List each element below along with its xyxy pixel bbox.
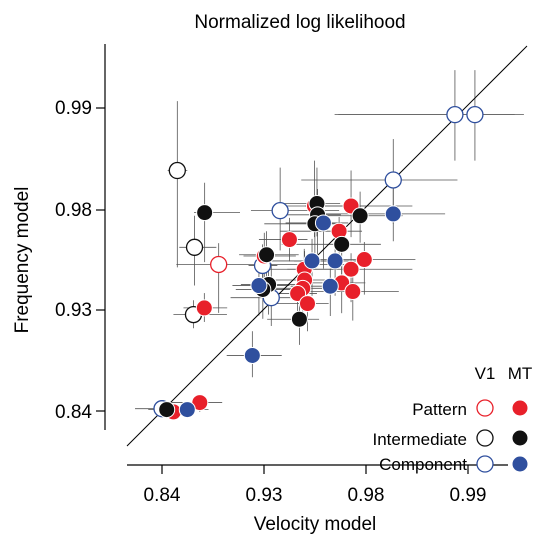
data-point-mt-component bbox=[178, 401, 196, 419]
data-point-v1-intermediate bbox=[185, 238, 204, 256]
legend-label-component: Component bbox=[379, 455, 467, 474]
data-point-v1-pattern bbox=[210, 255, 228, 274]
data-point-mt-intermediate bbox=[158, 401, 176, 419]
data-point-mt-intermediate bbox=[258, 246, 276, 264]
data-point-mt-component bbox=[250, 277, 268, 295]
data-point-v1-component bbox=[271, 202, 289, 220]
data-point-mt-pattern bbox=[298, 295, 316, 313]
data-point-v1-component bbox=[446, 106, 464, 124]
data-points bbox=[153, 106, 484, 421]
legend-marker-v1-component bbox=[476, 455, 494, 473]
data-point-mt-component bbox=[321, 277, 339, 295]
data-point-mt-component bbox=[243, 346, 261, 364]
data-point-mt-intermediate bbox=[196, 204, 214, 222]
legend-header-v1: V1 bbox=[475, 364, 496, 383]
data-point-v1-component bbox=[384, 171, 402, 189]
x-tick-label: 0.98 bbox=[348, 485, 385, 506]
legend-label-pattern: Pattern bbox=[412, 400, 467, 419]
data-point-v1-component bbox=[466, 106, 484, 124]
data-point-mt-component bbox=[384, 205, 402, 223]
x-axis: 0.84 0.93 0.98 0.99 bbox=[127, 464, 508, 506]
x-axis-label: Velocity model bbox=[254, 514, 377, 535]
x-tick-label: 0.84 bbox=[144, 485, 181, 506]
data-point-mt-intermediate bbox=[333, 235, 351, 253]
data-point-mt-component bbox=[326, 252, 344, 270]
data-point-mt-pattern bbox=[280, 231, 298, 249]
x-tick-label: 0.93 bbox=[246, 485, 283, 506]
chart-title: Normalized log likelihood bbox=[194, 12, 405, 33]
legend-marker-v1-pattern bbox=[476, 399, 494, 417]
y-tick-label: 0.84 bbox=[55, 402, 92, 423]
legend-marker-mt-pattern bbox=[511, 399, 529, 417]
y-axis-label: Frequency model bbox=[12, 187, 33, 334]
data-point-mt-pattern bbox=[342, 260, 360, 278]
x-tick-label: 0.99 bbox=[450, 485, 487, 506]
legend-header-mt: MT bbox=[508, 364, 533, 383]
data-point-mt-component bbox=[303, 252, 321, 270]
data-point-mt-pattern bbox=[344, 283, 362, 301]
data-point-mt-pattern bbox=[355, 251, 373, 269]
y-tick-label: 0.98 bbox=[55, 200, 92, 221]
legend: V1 MT Pattern Intermediate Component bbox=[373, 364, 533, 474]
data-point-mt-component bbox=[314, 214, 332, 232]
data-point-v1-intermediate bbox=[168, 161, 186, 180]
y-tick-label: 0.93 bbox=[55, 300, 92, 321]
data-point-mt-intermediate bbox=[290, 310, 308, 328]
legend-marker-v1-intermediate bbox=[476, 429, 494, 447]
legend-marker-mt-intermediate bbox=[511, 429, 529, 447]
legend-label-intermediate: Intermediate bbox=[373, 430, 468, 449]
y-tick-label: 0.99 bbox=[55, 98, 92, 119]
data-point-mt-pattern bbox=[195, 299, 213, 317]
legend-marker-mt-component bbox=[511, 455, 529, 473]
data-point-mt-intermediate bbox=[351, 207, 369, 225]
y-axis: 0.99 0.98 0.93 0.84 bbox=[55, 44, 106, 430]
